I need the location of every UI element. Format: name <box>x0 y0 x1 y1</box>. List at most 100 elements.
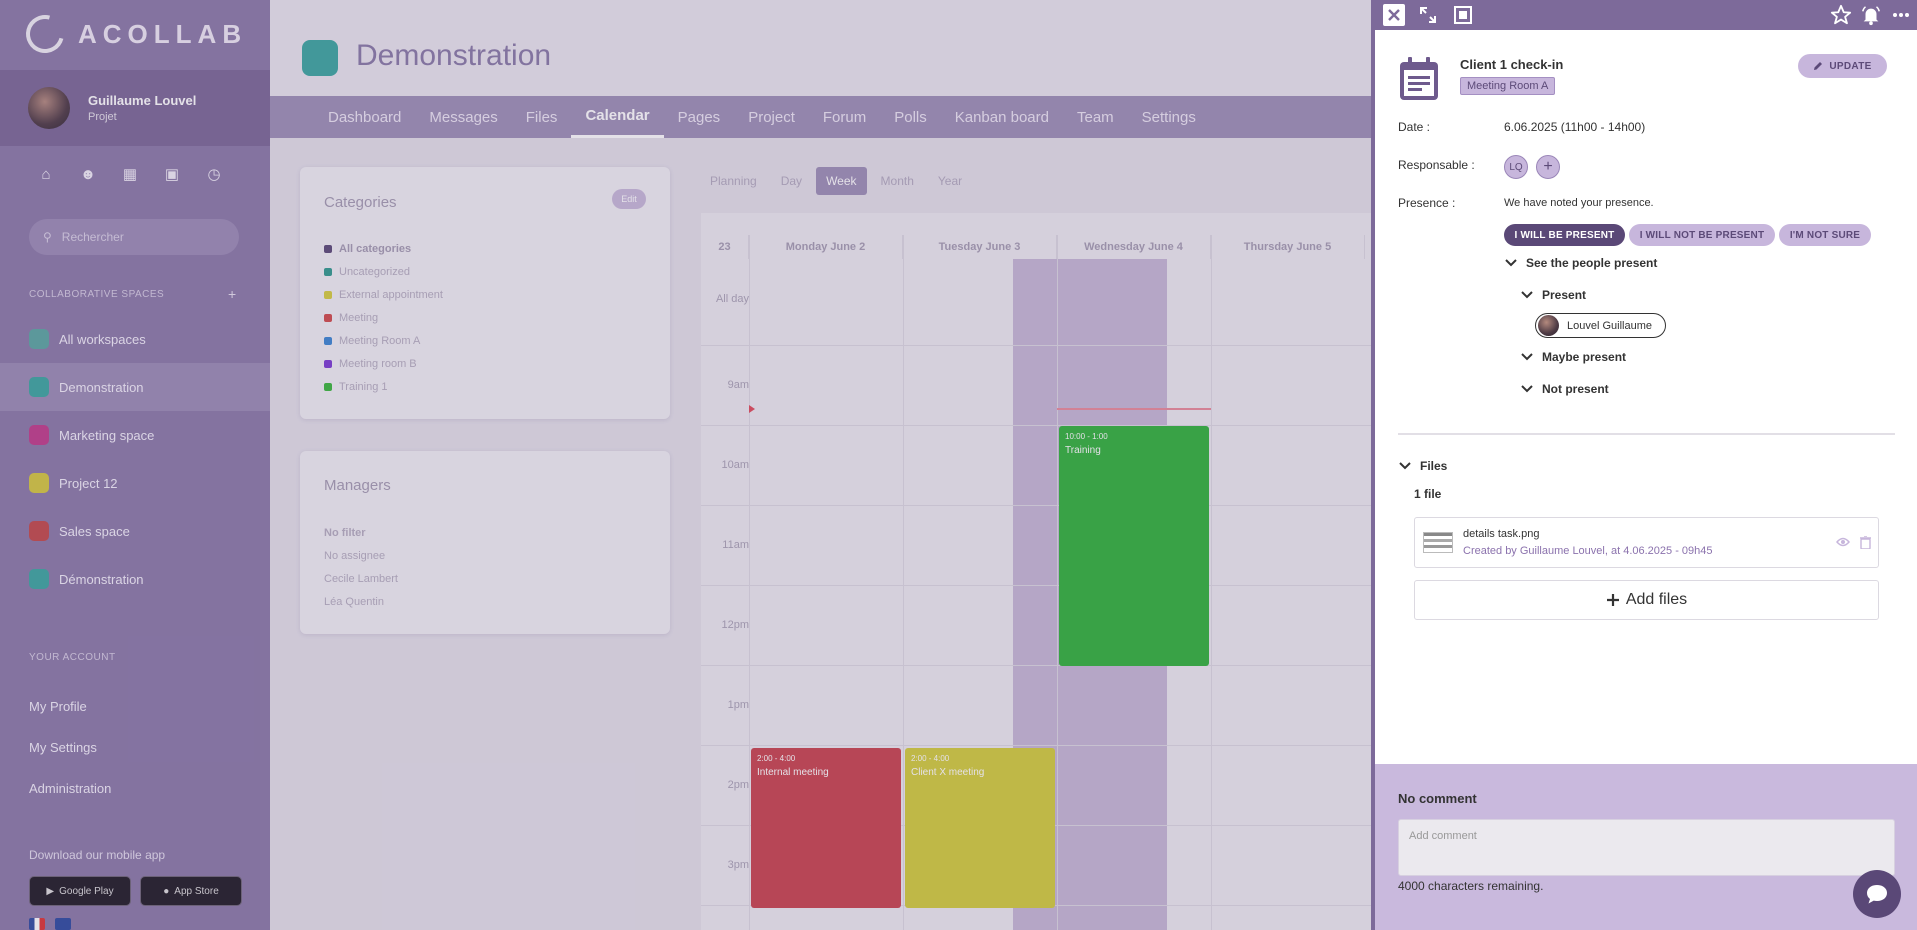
account-item-profile[interactable]: My Profile <box>29 699 87 714</box>
flag-uk-icon[interactable] <box>55 918 71 930</box>
will-be-present-button[interactable]: I WILL BE PRESENT <box>1504 224 1625 246</box>
day-header[interactable]: Thursday June 5 <box>1211 235 1365 259</box>
window-icon[interactable] <box>1451 3 1475 27</box>
tab-team[interactable]: Team <box>1076 108 1114 126</box>
category-item[interactable]: Meeting Room A <box>324 329 443 352</box>
maybe-present-toggle[interactable]: Maybe present <box>1520 350 1626 364</box>
eye-icon[interactable] <box>1835 534 1851 550</box>
calendar-icon[interactable]: ▦ <box>122 166 138 183</box>
category-item[interactable]: Uncategorized <box>324 260 443 283</box>
flag-fr-icon[interactable] <box>29 918 45 930</box>
category-item[interactable]: External appointment <box>324 283 443 306</box>
tab-project[interactable]: Project <box>748 108 795 126</box>
not-sure-button[interactable]: I'M NOT SURE <box>1779 224 1871 246</box>
briefcase-icon[interactable]: ▣ <box>164 166 180 183</box>
space-item-active[interactable]: Demonstration <box>0 363 270 411</box>
tab-polls[interactable]: Polls <box>894 108 927 126</box>
trash-icon[interactable] <box>1857 534 1873 550</box>
add-responsible-button[interactable]: + <box>1536 155 1560 179</box>
view-month[interactable]: Month <box>880 174 914 188</box>
day-header[interactable]: Monday June 2 <box>749 235 903 259</box>
calendar-event[interactable]: 2:00 - 4:00 Client X meeting <box>905 748 1055 908</box>
chat-button[interactable] <box>1853 870 1901 918</box>
tab-pages[interactable]: Pages <box>677 108 721 126</box>
file-name[interactable]: details task.png <box>1463 528 1540 540</box>
not-present-toggle[interactable]: Not present <box>1520 382 1609 396</box>
modal-backdrop[interactable] <box>0 0 1371 930</box>
add-files-button[interactable]: Add files <box>1414 580 1879 620</box>
space-item[interactable]: Marketing space <box>0 411 270 459</box>
no-comment-title: No comment <box>1398 791 1477 806</box>
manager-item[interactable]: Cecile Lambert <box>324 572 398 585</box>
account-item-admin[interactable]: Administration <box>29 781 112 796</box>
now-line <box>1057 408 1211 410</box>
manager-item[interactable]: No filter <box>324 526 366 539</box>
plus-icon <box>1606 594 1619 606</box>
search-input[interactable]: ⚲ Rechercher <box>29 219 239 255</box>
tab-dashboard[interactable]: Dashboard <box>328 108 402 126</box>
category-item[interactable]: All categories <box>324 237 443 260</box>
update-label: UPDATE <box>1829 60 1872 72</box>
google-play-button[interactable]: ▶ Google Play <box>29 876 131 906</box>
expand-icon[interactable] <box>1416 3 1440 27</box>
comment-input[interactable]: Add comment <box>1398 819 1895 876</box>
tab-calendar[interactable]: Calendar <box>571 96 664 138</box>
view-year[interactable]: Year <box>937 174 963 188</box>
category-dot <box>324 244 332 253</box>
person-chip[interactable]: Louvel Guillaume <box>1535 313 1666 338</box>
view-week[interactable]: Week <box>816 167 867 195</box>
tab-kanban[interactable]: Kanban board <box>954 108 1049 126</box>
play-icon: ▶ <box>46 885 55 897</box>
manager-item[interactable]: Léa Quentin <box>324 595 384 608</box>
event-detail-panel: Client 1 check-in Meeting Room A UPDATE … <box>1371 0 1917 930</box>
clock-icon[interactable]: ◷ <box>207 166 221 183</box>
pencil-icon <box>1814 62 1823 70</box>
files-toggle[interactable]: Files <box>1398 459 1447 473</box>
close-icon[interactable] <box>1383 4 1405 26</box>
group-icon[interactable]: ☻ <box>80 165 96 183</box>
update-button[interactable]: UPDATE <box>1798 54 1887 78</box>
category-dot <box>324 336 332 345</box>
calendar-event-icon <box>1398 56 1440 102</box>
present-toggle[interactable]: Present <box>1520 288 1586 302</box>
store-label: Google Play <box>59 885 114 897</box>
home-icon[interactable]: ⌂ <box>41 165 51 183</box>
spaces-list: All workspaces Demonstration Marketing s… <box>0 315 270 603</box>
manager-item[interactable]: No assignee <box>324 549 386 562</box>
file-item[interactable]: details task.png Created by Guillaume Lo… <box>1414 517 1879 568</box>
app-logo[interactable]: ACOLLAB <box>19 8 247 60</box>
more-options-icon[interactable] <box>1889 3 1913 27</box>
tab-settings[interactable]: Settings <box>1141 108 1196 126</box>
bell-icon[interactable] <box>1859 3 1883 27</box>
will-not-be-present-button[interactable]: I WILL NOT BE PRESENT <box>1629 224 1775 246</box>
calendar-event[interactable]: 2:00 - 4:00 Internal meeting <box>751 748 901 908</box>
panel-edge <box>1371 30 1375 930</box>
tab-forum[interactable]: Forum <box>822 108 867 126</box>
responsible-avatar[interactable]: LQ <box>1504 155 1528 179</box>
hour-label: 3pm <box>727 859 749 871</box>
day-header[interactable]: Tuesday June 3 <box>903 235 1057 259</box>
space-item[interactable]: Sales space <box>0 507 270 555</box>
event-time: 10:00 - 1:00 <box>1065 432 1108 441</box>
view-planning[interactable]: Planning <box>710 174 757 188</box>
view-day[interactable]: Day <box>780 174 803 188</box>
category-item[interactable]: Meeting room B <box>324 352 443 375</box>
day-header[interactable]: Wednesday June 4 <box>1057 235 1211 259</box>
tab-messages[interactable]: Messages <box>429 108 498 126</box>
space-item[interactable]: Project 12 <box>0 459 270 507</box>
add-space-button[interactable]: + <box>228 286 237 302</box>
user-block[interactable]: Guillaume Louvel Projet <box>0 70 270 146</box>
edit-categories-button[interactable]: Edit <box>612 189 646 209</box>
app-store-button[interactable]: ● App Store <box>140 876 242 906</box>
space-item[interactable]: Démonstration <box>0 555 270 603</box>
space-item[interactable]: All workspaces <box>0 315 270 363</box>
category-item[interactable]: Meeting <box>324 306 443 329</box>
account-item-settings[interactable]: My Settings <box>29 740 97 755</box>
see-people-present-toggle[interactable]: See the people present <box>1504 256 1657 270</box>
star-icon[interactable] <box>1829 3 1853 27</box>
hour-label: 10am <box>721 459 749 471</box>
calendar-event[interactable]: 10:00 - 1:00 Training <box>1059 426 1209 666</box>
category-item[interactable]: Training 1 <box>324 375 443 398</box>
tab-files[interactable]: Files <box>525 108 558 126</box>
calendar-view-tabs: Planning Day Week Month Year <box>700 167 972 195</box>
